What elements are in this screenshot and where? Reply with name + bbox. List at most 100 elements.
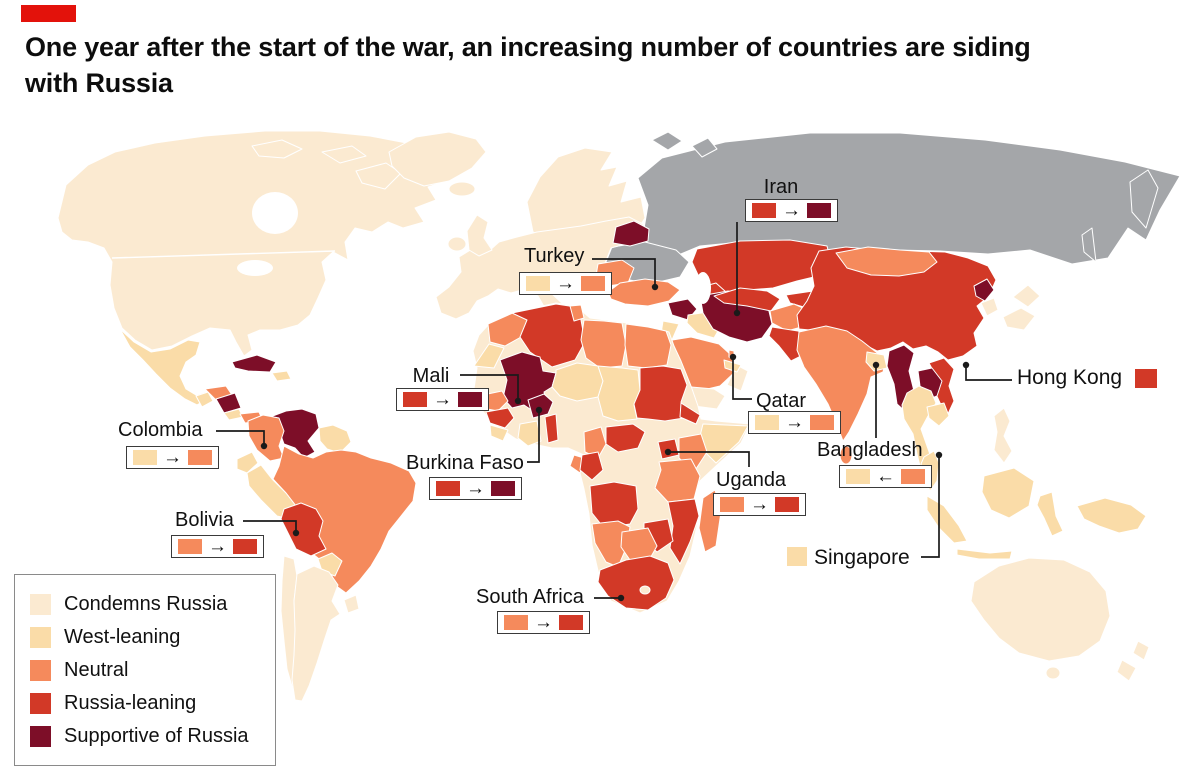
dot-turkey [651, 283, 659, 291]
map-region-central-african-republic [605, 423, 646, 453]
map-region-eritrea [679, 402, 701, 425]
map-region-togo-benin [544, 413, 559, 444]
connector-burkina-faso [527, 412, 540, 463]
arrow-icon: → [556, 273, 575, 294]
from-swatch [178, 539, 202, 554]
map-region-sierra-leone [489, 424, 509, 442]
map-region-iceland [448, 181, 476, 197]
dot-uganda [664, 448, 672, 456]
map-region-north-korea [973, 278, 995, 302]
legend-swatch [30, 660, 51, 681]
legend-label: Condemns Russia [64, 593, 228, 615]
brand-tag [21, 5, 76, 22]
map-region-bolivia [280, 502, 327, 557]
map-region-cambodia [926, 402, 950, 427]
from-swatch [755, 415, 779, 430]
map-region-new-guinea [1076, 497, 1147, 534]
legend-swatch [30, 726, 51, 747]
map-region-tunisia [569, 304, 585, 322]
transition-box-bolivia: → [171, 535, 264, 558]
dot-iran [733, 309, 741, 317]
map-region-turkey [607, 278, 681, 307]
legend-item-west-leaning: West-leaning [30, 621, 260, 654]
map-region-nicaragua [215, 392, 242, 414]
map-region-guyanas [318, 424, 352, 454]
annotation-label-singapore: Singapore [814, 546, 910, 569]
transition-box-burkina-faso: → [429, 477, 522, 500]
great-lakes [237, 260, 273, 276]
map-region-namibia [591, 520, 631, 568]
map-region-western-sahara [473, 343, 505, 369]
annotation-label-bolivia: Bolivia [175, 509, 234, 531]
map-region-greenland [388, 131, 487, 187]
dot-south-africa [617, 594, 625, 602]
singapore-swatch [787, 547, 807, 566]
map-region-sulawesi [1036, 491, 1064, 537]
to-swatch [188, 450, 212, 465]
map-region-new-zealand-north [1132, 640, 1150, 661]
map-region-south-africa [597, 555, 675, 611]
connector-turkey [592, 258, 656, 284]
hudson-bay [252, 192, 298, 234]
to-swatch [233, 539, 257, 554]
arrow-icon: → [466, 478, 485, 499]
to-swatch [775, 497, 799, 512]
map-region-sakhalin [1081, 227, 1097, 263]
legend-swatch [30, 627, 51, 648]
legend-item-supportive: Supportive of Russia [30, 720, 260, 753]
map-region-burkina-faso [527, 393, 554, 419]
map-region-uruguay [343, 594, 360, 614]
dot-colombia [260, 442, 268, 450]
map-region-bangladesh [865, 351, 888, 372]
legend: Condemns Russia West-leaning Neutral Rus… [14, 574, 276, 766]
map-region-arctic-islands [251, 139, 303, 159]
arrow-icon: → [163, 447, 182, 468]
map-region-japan-2 [1002, 307, 1036, 331]
dot-bangladesh [872, 361, 880, 369]
map-region-guinea [485, 407, 515, 429]
map-region-cameroon [583, 426, 607, 459]
to-swatch [581, 276, 605, 291]
annotation-label-qatar: Qatar [756, 390, 807, 412]
map-region-india [796, 325, 887, 442]
to-swatch [559, 615, 583, 630]
map-region-south-korea [980, 297, 999, 317]
transition-box-qatar: → [748, 411, 841, 434]
from-swatch [752, 203, 776, 218]
annotation-dots [260, 283, 970, 602]
transition-box-bangladesh: ← [839, 465, 932, 488]
transition-box-mali: → [396, 388, 489, 411]
map-region-ghana [517, 420, 542, 447]
map-region-chad [597, 365, 641, 422]
chart-title: One year after the start of the war, an … [25, 32, 1031, 98]
map-region-novaya-zemlya [651, 131, 683, 151]
map-region-libya [580, 319, 627, 369]
from-swatch [846, 469, 870, 484]
annotation-connectors [216, 222, 1012, 599]
legend-item-neutral: Neutral [30, 654, 260, 687]
annotation-label-bangladesh: Bangladesh [817, 439, 923, 461]
map-region-mexico [119, 328, 209, 406]
map-region-central-asia [713, 287, 781, 312]
map-region-guatemala [195, 391, 214, 408]
from-swatch [504, 615, 528, 630]
connector-hong-kong [965, 366, 1012, 381]
transition-box-turkey: → [519, 272, 612, 295]
map-region-cuba [231, 354, 277, 373]
us-canada-border [111, 250, 336, 259]
map-region-congo [579, 451, 604, 481]
legend-item-russia-leaning: Russia-leaning [30, 687, 260, 720]
annotation-label-hong-kong: Hong Kong [1017, 366, 1123, 389]
dot-qatar [729, 353, 737, 361]
connector-qatar [732, 359, 752, 400]
annotation-label-mali: Mali [412, 365, 450, 387]
arrow-icon: → [433, 389, 452, 410]
annotation-label-south-africa: South Africa [476, 586, 584, 608]
annotation-label-iran: Iran [763, 176, 799, 198]
map-region-hispaniola [271, 370, 292, 382]
map-region-novaya-zemlya-2 [691, 137, 718, 158]
arrow-icon: → [534, 612, 553, 633]
map-region-sudan [633, 365, 688, 422]
map-region-philippines [993, 407, 1013, 464]
map-region-niger [551, 362, 604, 402]
